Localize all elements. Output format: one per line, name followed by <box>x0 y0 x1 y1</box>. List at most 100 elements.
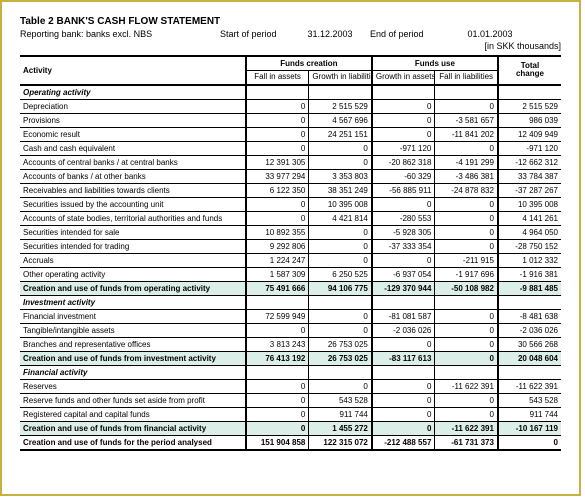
cell: 0 <box>372 113 435 127</box>
cell: 3 353 803 <box>309 169 372 183</box>
cell: 24 251 151 <box>309 127 372 141</box>
cell: 1 012 332 <box>498 253 561 267</box>
cell: 0 <box>435 239 498 253</box>
cell: 0 <box>246 99 309 113</box>
cell: 10 892 355 <box>246 225 309 239</box>
cell: -11 622 391 <box>435 421 498 435</box>
cell: 0 <box>435 141 498 155</box>
cell: 0 <box>435 351 498 365</box>
cell: 0 <box>309 253 372 267</box>
row-label: Accounts of central banks / at central b… <box>20 155 246 169</box>
cell: 94 106 775 <box>309 281 372 295</box>
cell: 0 <box>435 99 498 113</box>
cell: 0 <box>372 337 435 351</box>
cell: 3 813 243 <box>246 337 309 351</box>
table-row: Reserve funds and other funds set aside … <box>20 393 561 407</box>
table-row: Other operating activity1 587 3096 250 5… <box>20 267 561 281</box>
cell: 72 599 949 <box>246 309 309 323</box>
cell: 0 <box>372 407 435 421</box>
cell: 0 <box>435 211 498 225</box>
cell: 1 224 247 <box>246 253 309 267</box>
cell: 0 <box>372 253 435 267</box>
cell: 76 413 192 <box>246 351 309 365</box>
cell: -37 333 354 <box>372 239 435 253</box>
cell: 0 <box>498 435 561 450</box>
cell: 0 <box>435 197 498 211</box>
table-row: Financial activity <box>20 365 561 379</box>
row-label: Creation and use of funds from financial… <box>20 421 246 435</box>
cell: 0 <box>372 379 435 393</box>
cell: -1 916 381 <box>498 267 561 281</box>
cell: 10 395 008 <box>309 197 372 211</box>
cell: 12 409 949 <box>498 127 561 141</box>
cell: 10 395 008 <box>498 197 561 211</box>
table-row: Reserves000-11 622 391-11 622 391 <box>20 379 561 393</box>
table-row: Creation and use of funds from financial… <box>20 421 561 435</box>
cell: 0 <box>309 309 372 323</box>
cell: 6 250 525 <box>309 267 372 281</box>
cell: 0 <box>372 127 435 141</box>
cell: 0 <box>246 393 309 407</box>
table-row: Economic result024 251 1510-11 841 20212… <box>20 127 561 141</box>
cell: -20 862 318 <box>372 155 435 169</box>
cell: 0 <box>309 141 372 155</box>
table-row: Securities intended for sale10 892 3550-… <box>20 225 561 239</box>
cell: 0 <box>246 379 309 393</box>
cell: -50 108 982 <box>435 281 498 295</box>
cell: -6 937 054 <box>372 267 435 281</box>
cell: 0 <box>246 407 309 421</box>
end-date: 01.01.2003 <box>450 29 530 39</box>
cell: 0 <box>309 239 372 253</box>
th-fall-assets: Fall in assets <box>246 71 309 85</box>
cell: 30 566 268 <box>498 337 561 351</box>
cell: 543 528 <box>498 393 561 407</box>
cell: 9 292 806 <box>246 239 309 253</box>
row-label: Accounts of banks / at other banks <box>20 169 246 183</box>
cell: -3 581 657 <box>435 113 498 127</box>
table-row: Operating activity <box>20 85 561 100</box>
cell: -3 486 381 <box>435 169 498 183</box>
cell: 26 753 025 <box>309 337 372 351</box>
table-row: Creation and use of funds from operating… <box>20 281 561 295</box>
start-label: Start of period <box>220 29 290 39</box>
cell: 0 <box>372 197 435 211</box>
table-row: Creation and use of funds from investmen… <box>20 351 561 365</box>
cell: 33 784 387 <box>498 169 561 183</box>
table-row: Provisions04 567 6960-3 581 657986 039 <box>20 113 561 127</box>
row-label: Registered capital and capital funds <box>20 407 246 421</box>
cell: -11 622 391 <box>435 379 498 393</box>
cashflow-table-frame: Table 2 BANK'S CASH FLOW STATEMENT Repor… <box>0 0 581 496</box>
table-row: Accounts of central banks / at central b… <box>20 155 561 169</box>
cell: 122 315 072 <box>309 435 372 450</box>
row-label: Cash and cash equivalent <box>20 141 246 155</box>
cell: 543 528 <box>309 393 372 407</box>
row-label: Accounts of state bodies, territorial au… <box>20 211 246 225</box>
cell: -61 731 373 <box>435 435 498 450</box>
row-label: Reserve funds and other funds set aside … <box>20 393 246 407</box>
cell: 0 <box>246 211 309 225</box>
unit-label: [in SKK thousands] <box>20 41 561 51</box>
cell: 0 <box>246 323 309 337</box>
row-label: Creation and use of funds from operating… <box>20 281 246 295</box>
table-row: Accounts of banks / at other banks33 977… <box>20 169 561 183</box>
cell: 1 455 272 <box>309 421 372 435</box>
cell: 0 <box>372 393 435 407</box>
row-label: Branches and representative offices <box>20 337 246 351</box>
cell: -971 120 <box>498 141 561 155</box>
cashflow-table: Activity Funds creation Funds use Totalc… <box>20 55 561 451</box>
row-label: Securities intended for sale <box>20 225 246 239</box>
cell: -2 036 026 <box>498 323 561 337</box>
cell: 0 <box>246 421 309 435</box>
cell: 4 421 814 <box>309 211 372 225</box>
cell: 0 <box>309 323 372 337</box>
cell: -280 553 <box>372 211 435 225</box>
reporting-bank: Reporting bank: banks excl. NBS <box>20 29 220 39</box>
th-activity: Activity <box>20 56 246 85</box>
cell: 75 491 666 <box>246 281 309 295</box>
table-row: Depreciation02 515 529002 515 529 <box>20 99 561 113</box>
table-row: Securities intended for trading9 292 806… <box>20 239 561 253</box>
table-row: Accruals1 224 24700-211 9151 012 332 <box>20 253 561 267</box>
row-label: Provisions <box>20 113 246 127</box>
cell: -212 488 557 <box>372 435 435 450</box>
cell: 0 <box>309 155 372 169</box>
